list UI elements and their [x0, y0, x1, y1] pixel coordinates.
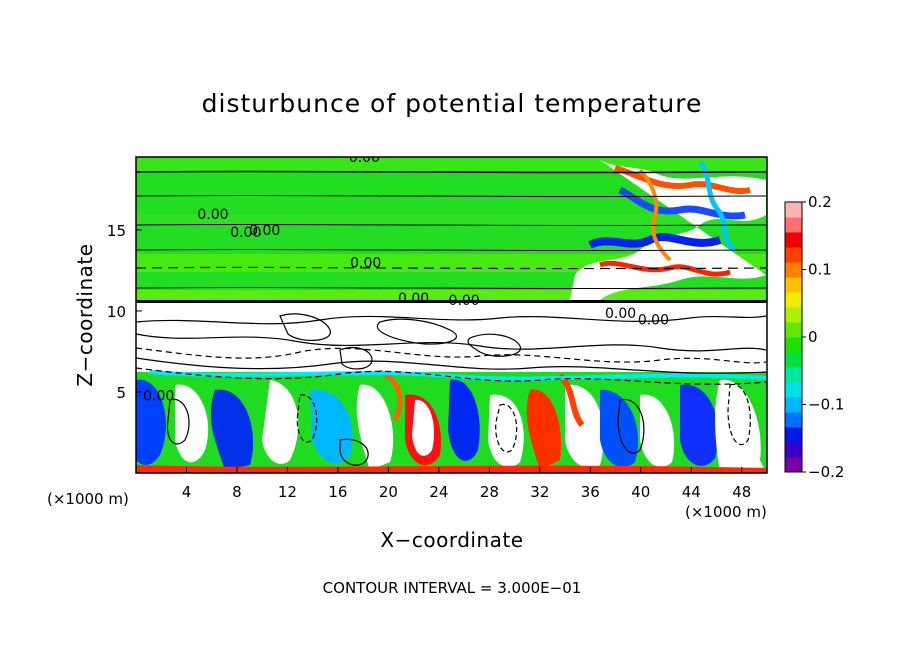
- x-tick-label: 28: [480, 483, 499, 501]
- colorbar-swatch: [785, 322, 802, 338]
- colorbar-swatch: [785, 232, 802, 248]
- contour-label: 0.00: [638, 312, 669, 328]
- contour-label: 0.00: [143, 388, 174, 404]
- contour-label: 0.00: [230, 225, 261, 241]
- colorbar-tick-label: 0.2: [808, 193, 832, 211]
- x-tick-label: 32: [530, 483, 549, 501]
- colorbar: [784, 201, 803, 473]
- colorbar-swatch: [785, 307, 802, 323]
- colorbar-swatch: [785, 247, 802, 263]
- colorbar-ticks: 0.2 0.1 0 −0.1 −0.2: [802, 193, 844, 481]
- lower-turbulence: [136, 369, 767, 473]
- plot-area: 0.000.000.000.000.000.00 0.000.00 0.000.00: [136, 150, 767, 473]
- colorbar-swatch: [785, 352, 802, 368]
- colorbar-swatch: [785, 292, 802, 308]
- x-unit-right: (×1000 m): [685, 503, 767, 521]
- colorbar-swatch: [785, 382, 802, 398]
- colorbar-swatch: [785, 367, 802, 383]
- contour-labels: 0.000.000.000.000.000.00 0.000.00 0.000.00: [143, 150, 669, 404]
- contour-interval-note: CONTOUR INTERVAL = 3.000E−01: [323, 579, 582, 597]
- x-tick-label: 4: [182, 483, 192, 501]
- colorbar-swatch: [785, 202, 802, 218]
- contour-label: 0.00: [398, 291, 429, 307]
- x-axis-ticks: 4 8 12 16 20 24 28 32 36 40 44 48: [182, 467, 751, 501]
- x-tick-label: 12: [278, 483, 297, 501]
- colorbar-tick-label: 0: [808, 328, 818, 346]
- colorbar-tick-label: −0.2: [808, 463, 844, 481]
- colorbar-swatch: [785, 412, 802, 428]
- colorbar-swatch: [785, 262, 802, 278]
- x-tick-label: 48: [732, 483, 751, 501]
- plot-frame: [135, 156, 768, 474]
- colorbar-swatch: [785, 217, 802, 233]
- contour-label: 0.00: [197, 207, 228, 223]
- colorbar-tick-label: 0.1: [808, 261, 832, 279]
- y-axis-ticks: 5 10 15: [107, 222, 142, 402]
- x-tick-label: 16: [328, 483, 347, 501]
- contour-label: 0.00: [605, 306, 636, 322]
- colorbar-swatch: [785, 457, 802, 473]
- x-tick-label: 40: [631, 483, 650, 501]
- colorbar-tick-label: −0.1: [808, 396, 844, 414]
- contour-label: 0.00: [249, 223, 280, 239]
- x-axis-label: X−coordinate: [380, 528, 523, 552]
- x-tick-label: 20: [379, 483, 398, 501]
- y-tick-label: 5: [116, 384, 126, 402]
- contour-label: 0.00: [349, 150, 380, 166]
- x-tick-label: 24: [429, 483, 448, 501]
- colorbar-swatch: [785, 337, 802, 353]
- y-tick-label: 10: [107, 303, 126, 321]
- contour-lines: [136, 170, 767, 466]
- colorbar-swatch: [785, 277, 802, 293]
- contour-label: 0.00: [350, 256, 381, 272]
- x-tick-label: 44: [682, 483, 701, 501]
- colorbar-swatch: [785, 427, 802, 443]
- x-tick-label: 36: [581, 483, 600, 501]
- x-unit-left: (×1000 m): [47, 490, 129, 508]
- chart-title: disturbunce of potential temperature: [202, 89, 703, 118]
- x-tick-label: 8: [232, 483, 242, 501]
- y-axis-label: Z−coordinate: [73, 243, 97, 386]
- colorbar-swatch: [785, 397, 802, 413]
- contour-label: 0.00: [449, 293, 480, 309]
- colorbar-swatch: [785, 442, 802, 458]
- y-tick-label: 15: [107, 222, 126, 240]
